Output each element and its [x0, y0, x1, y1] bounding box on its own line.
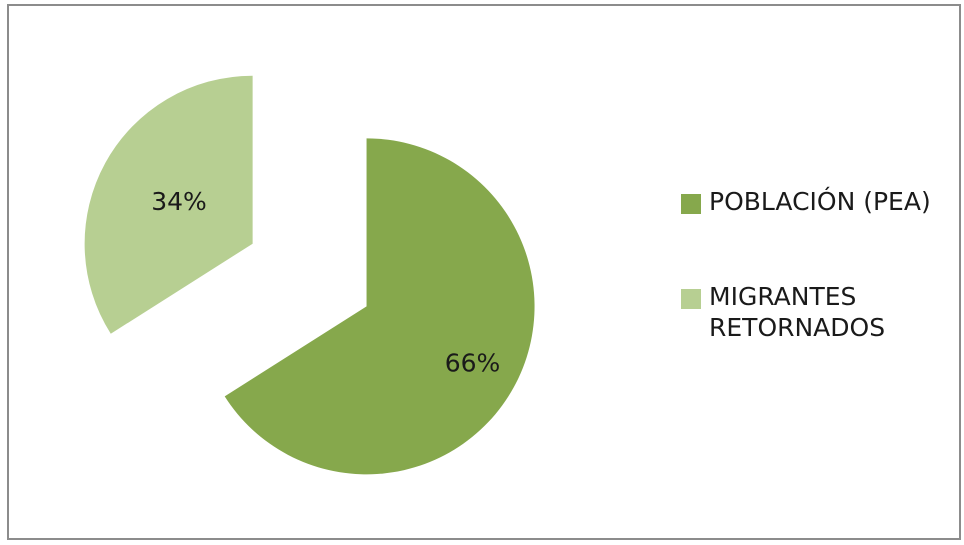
pie-chart: 66% 34% [84, 75, 535, 475]
pie-data-labels: 66% 34% [151, 187, 500, 377]
data-label-1: 34% [151, 187, 207, 216]
legend-label-0: POBLACIÓN (PEA) [709, 187, 931, 216]
chart-area: 66% 34% POBLACIÓN (PEA) MIGRANTES RETORNA… [7, 4, 961, 540]
data-label-0: 66% [445, 349, 501, 378]
legend-swatch-0 [681, 194, 701, 214]
pie-slice-1 [84, 75, 253, 334]
legend-item-1: MIGRANTES RETORNADOS [681, 281, 961, 343]
pie-slice-0 [224, 138, 535, 475]
pie-slices [84, 75, 535, 475]
legend: POBLACIÓN (PEA) MIGRANTES RETORNADOS [681, 186, 961, 343]
legend-label-1: MIGRANTES RETORNADOS [709, 282, 886, 342]
legend-item-0: POBLACIÓN (PEA) [681, 186, 961, 217]
legend-swatch-1 [681, 289, 701, 309]
